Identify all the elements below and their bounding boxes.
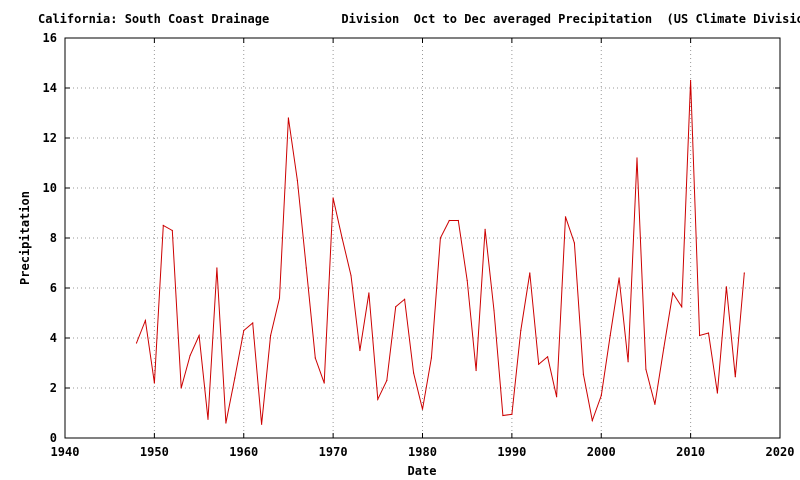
data-point (162, 224, 164, 227)
data-point (296, 179, 298, 182)
axis-ticks (64, 37, 781, 439)
x-tick-label: 1990 (497, 445, 526, 459)
data-point (144, 319, 146, 322)
data-point (716, 392, 719, 394)
data-point (305, 267, 307, 269)
data-point (645, 368, 647, 370)
x-tick-label: 2010 (676, 445, 705, 459)
data-point (225, 422, 227, 424)
data-point (377, 398, 379, 400)
y-tick-label: 4 (50, 331, 57, 345)
data-point (582, 373, 585, 375)
data-point (350, 274, 352, 277)
data-point (538, 363, 540, 365)
data-point (270, 334, 272, 337)
data-point (484, 228, 486, 230)
y-tick-label: 8 (50, 231, 57, 245)
data-point (216, 267, 218, 269)
data-point (439, 237, 441, 239)
data-point (681, 306, 683, 308)
data-point (654, 403, 656, 405)
data-point (135, 342, 138, 344)
data-point (457, 219, 459, 222)
data-point (430, 357, 432, 359)
data-points (135, 79, 745, 425)
data-point (600, 394, 602, 397)
data-point (404, 298, 406, 300)
precipitation-series-line (136, 80, 745, 425)
x-tick-label: 1950 (140, 445, 169, 459)
data-point (475, 369, 477, 372)
data-point (707, 332, 710, 334)
data-point (252, 322, 254, 324)
data-point (189, 354, 191, 357)
data-point (520, 329, 522, 332)
data-point (699, 334, 701, 337)
data-point (591, 419, 593, 422)
data-point (287, 117, 289, 119)
y-tick-label: 10 (43, 181, 57, 195)
y-tick-labels: 0 2 4 6 8 10 12 14 16 (43, 31, 57, 445)
x-tick-labels: 1940 1950 1960 1970 1980 1990 2000 2010 2020 (51, 445, 795, 459)
x-tick-label: 2020 (766, 445, 795, 459)
data-point (198, 334, 200, 337)
data-point (511, 413, 513, 415)
data-point (359, 349, 361, 352)
data-point (395, 306, 397, 308)
chart-title: California: South Coast Drainage Divisio… (38, 12, 800, 26)
y-tick-label: 14 (43, 81, 57, 95)
data-point (663, 347, 665, 349)
data-point (413, 372, 415, 374)
data-point (314, 357, 316, 359)
y-tick-label: 16 (43, 31, 57, 45)
data-point (341, 237, 343, 239)
x-tick-label: 1960 (229, 445, 258, 459)
x-tick-label: 1940 (51, 445, 80, 459)
data-point (207, 418, 209, 420)
data-point (636, 157, 638, 159)
data-point (627, 361, 629, 363)
data-point (466, 279, 468, 282)
data-point (672, 292, 674, 294)
data-point (556, 396, 558, 398)
data-point (261, 423, 263, 425)
data-point (493, 309, 495, 312)
y-axis-label: Precipitation (18, 191, 32, 285)
x-tick-label: 2000 (587, 445, 616, 459)
data-point (386, 379, 388, 382)
data-point (573, 242, 576, 244)
data-point (421, 408, 424, 410)
data-point (609, 334, 611, 337)
data-point (529, 272, 531, 274)
data-point (153, 382, 155, 384)
data-point (564, 216, 567, 218)
x-tick-label: 1970 (319, 445, 348, 459)
x-axis-label: Date (408, 464, 437, 478)
data-point (234, 377, 236, 379)
data-point (171, 229, 173, 232)
x-tick-label: 1980 (408, 445, 437, 459)
data-point (332, 197, 334, 199)
data-point (323, 382, 325, 384)
data-point (180, 387, 182, 389)
data-point (243, 329, 245, 332)
y-tick-label: 6 (50, 281, 57, 295)
data-point (725, 286, 728, 288)
data-point (734, 376, 736, 378)
y-tick-label: 12 (43, 131, 57, 145)
data-point (547, 356, 549, 358)
data-point (448, 219, 450, 222)
data-point (368, 292, 370, 294)
data-point (502, 414, 504, 417)
data-point (690, 79, 692, 82)
y-tick-label: 2 (50, 381, 57, 395)
grid-lines (65, 38, 780, 438)
data-point (278, 297, 281, 299)
y-tick-label: 0 (50, 431, 57, 445)
data-point (618, 277, 620, 279)
data-point (743, 272, 745, 274)
